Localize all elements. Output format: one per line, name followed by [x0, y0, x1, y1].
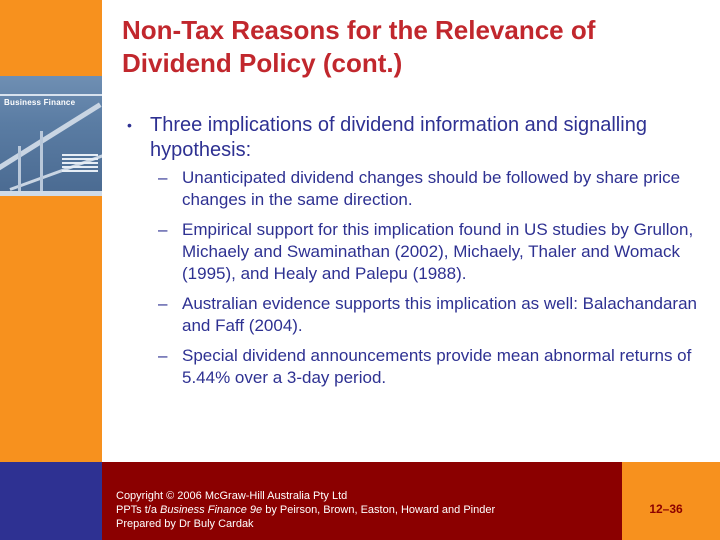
sub-bullet-text: Unanticipated dividend changes should be…: [182, 168, 681, 209]
footer-page-block: 12–36: [622, 462, 720, 540]
dash-icon: –: [158, 346, 168, 365]
slide-content: • Three implications of dividend informa…: [126, 113, 706, 397]
slide-footer: Copyright © 2006 McGraw-Hill Australia P…: [0, 462, 720, 540]
sub-bullet-text: Special dividend announcements provide m…: [182, 346, 692, 387]
slide-title-line: Non-Tax Reasons for the Relevance of: [122, 15, 596, 45]
main-bullet-text: Three implications of dividend informati…: [150, 114, 647, 161]
slide-title-line: Dividend Policy (cont.): [122, 48, 403, 78]
main-bullet: • Three implications of dividend informa…: [126, 113, 706, 163]
sub-bullet-item: – Australian evidence supports this impl…: [150, 293, 706, 337]
dash-icon: –: [158, 294, 168, 313]
page-number: 12–36: [649, 502, 683, 516]
footer-copyright-block: Copyright © 2006 McGraw-Hill Australia P…: [102, 462, 622, 540]
book-cover-title: Business Finance: [4, 98, 76, 107]
cover-bottom-strip: [0, 191, 102, 196]
sub-bullet-item: – Empirical support for this implication…: [150, 219, 706, 285]
footer-left-block: [0, 462, 102, 540]
left-accent-bar: [0, 0, 102, 462]
bullet-dot-icon: •: [127, 117, 132, 133]
sub-bullet-item: – Unanticipated dividend changes should …: [150, 167, 706, 211]
ppts-line: PPTs t/a Business Finance 9e by Peirson,…: [116, 503, 495, 517]
sub-bullet-item: – Special dividend announcements provide…: [150, 345, 706, 389]
ppts-prefix: PPTs t/a: [116, 504, 161, 516]
book-title: Business Finance 9e: [160, 504, 263, 516]
footer-text: Copyright © 2006 McGraw-Hill Australia P…: [116, 489, 495, 531]
dash-icon: –: [158, 220, 168, 239]
sub-bullet-text: Empirical support for this implication f…: [182, 220, 694, 283]
cover-pillar: [40, 131, 43, 196]
cover-pillar: [18, 146, 21, 196]
sub-bullet-list: – Unanticipated dividend changes should …: [150, 167, 706, 389]
book-cover-image: Business Finance: [0, 76, 102, 196]
sub-bullet-text: Australian evidence supports this implic…: [182, 294, 698, 335]
copyright-line: Copyright © 2006 McGraw-Hill Australia P…: [116, 490, 348, 502]
ppts-suffix: by Peirson, Brown, Easton, Howard and Pi…: [262, 504, 496, 516]
cover-author-list: [62, 154, 98, 172]
slide-title: Non-Tax Reasons for the Relevance of Div…: [122, 14, 707, 80]
cover-band: [0, 94, 102, 96]
dash-icon: –: [158, 168, 168, 187]
prepared-by-line: Prepared by Dr Buly Cardak: [116, 518, 254, 530]
